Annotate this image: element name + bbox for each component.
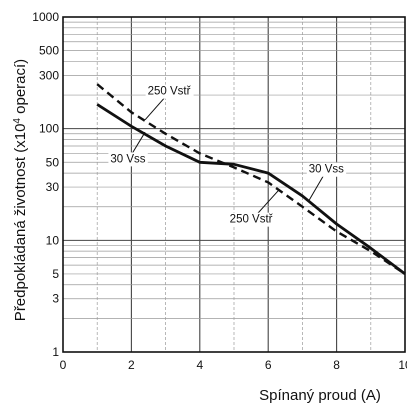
y-tick-labels: 1 3 5 10 30 50 100 300 500 1000 — [32, 10, 59, 359]
x-tick-label: 2 — [128, 358, 135, 372]
series-annotation-label: 30 Vss — [309, 164, 344, 176]
annotation-layer: 250 Vstř 30 Vss 30 Vss 250 Vstř — [108, 84, 347, 227]
x-tick-label: 8 — [333, 358, 340, 372]
y-tick-label: 30 — [46, 180, 60, 194]
x-tick-label: 6 — [265, 358, 272, 372]
series-annotation-label: 30 Vss — [110, 153, 145, 165]
y-tick-label: 3 — [52, 292, 59, 306]
x-axis-title: Spínaný proud (A) — [259, 387, 381, 404]
x-tick-label: 4 — [196, 358, 203, 372]
series-annotation-label: 250 Vstř — [230, 214, 274, 226]
plot-frame — [62, 16, 406, 353]
y-tick-label: 10 — [46, 233, 60, 247]
y-axis-title-tail: operací) — [12, 59, 29, 118]
series-layer — [96, 83, 406, 276]
y-tick-label: 100 — [39, 122, 59, 136]
y-axis-title-main: Předpokládaná životnost (x10 — [12, 124, 29, 322]
y-tick-label: 500 — [39, 44, 59, 58]
y-tick-label: 300 — [39, 68, 59, 82]
x-tick-label: 10 — [398, 358, 407, 372]
y-axis-title-exponent: 4 — [12, 118, 23, 124]
y-tick-label: 1000 — [32, 10, 59, 24]
x-tick-label: 0 — [60, 358, 67, 372]
annotation-background — [108, 152, 148, 167]
y-tick-label: 5 — [52, 267, 59, 281]
annotation-background — [227, 212, 276, 227]
y-tick-label: 50 — [46, 155, 60, 169]
x-tick-labels: 0 2 4 6 8 10 — [60, 358, 407, 372]
y-tick-label: 1 — [52, 345, 59, 359]
annotation-background — [145, 84, 194, 99]
series-line-30-vss — [96, 103, 406, 276]
annotation-background — [306, 162, 347, 177]
series-line-250-vstr — [96, 83, 406, 275]
series-annotation-label: 250 Vstř — [148, 86, 192, 98]
y-axis-title: Předpokládaná životnost (x104 operací) — [12, 59, 30, 321]
grid-lines — [63, 17, 405, 352]
